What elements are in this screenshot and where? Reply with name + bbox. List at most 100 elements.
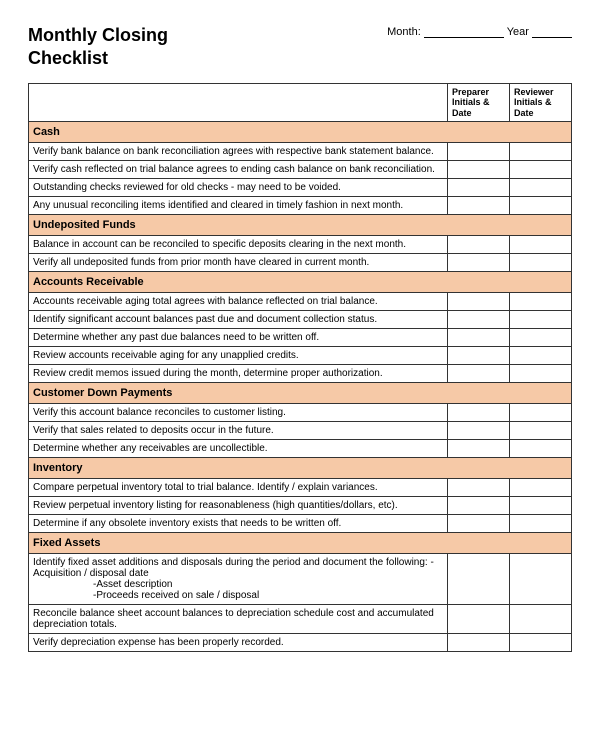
checklist-item-text: Verify all undeposited funds from prior … [29,254,448,272]
reviewer-cell[interactable] [510,179,572,197]
reviewer-cell[interactable] [510,515,572,533]
preparer-cell[interactable] [448,440,510,458]
reviewer-cell[interactable] [510,347,572,365]
checklist-item-row: Verify bank balance on bank reconciliati… [29,143,572,161]
checklist-item-row: Compare perpetual inventory total to tri… [29,479,572,497]
reviewer-cell[interactable] [510,197,572,215]
checklist-item-text: Verify this account balance reconciles t… [29,404,448,422]
title-line-1: Monthly Closing [28,25,168,45]
checklist-item-row: Determine whether any past due balances … [29,329,572,347]
reviewer-cell[interactable] [510,440,572,458]
section-heading: Undeposited Funds [29,215,572,236]
preparer-cell[interactable] [448,311,510,329]
checklist-item-text: Identify significant account balances pa… [29,311,448,329]
checklist-item-text: Any unusual reconciling items identified… [29,197,448,215]
month-input[interactable] [424,26,504,38]
year-label: Year [507,26,529,38]
reviewer-cell[interactable] [510,479,572,497]
checklist-item-row: Identify fixed asset additions and dispo… [29,554,572,605]
checklist-item-row: Accounts receivable aging total agrees w… [29,293,572,311]
section-row: Fixed Assets [29,533,572,554]
checklist-item-text: Verify cash reflected on trial balance a… [29,161,448,179]
reviewer-cell[interactable] [510,254,572,272]
preparer-cell[interactable] [448,293,510,311]
checklist-item-row: Review perpetual inventory listing for r… [29,497,572,515]
table-body: CashVerify bank balance on bank reconcil… [29,122,572,652]
preparer-cell[interactable] [448,329,510,347]
preparer-cell[interactable] [448,143,510,161]
preparer-cell[interactable] [448,422,510,440]
checklist-item-text: Determine whether any receivables are un… [29,440,448,458]
month-label: Month: [387,26,421,38]
reviewer-cell[interactable] [510,422,572,440]
section-row: Accounts Receivable [29,272,572,293]
checklist-item-text: Review perpetual inventory listing for r… [29,497,448,515]
preparer-cell[interactable] [448,236,510,254]
preparer-cell[interactable] [448,634,510,652]
checklist-item-text: Verify depreciation expense has been pro… [29,634,448,652]
preparer-cell[interactable] [448,515,510,533]
reviewer-cell[interactable] [510,605,572,634]
preparer-cell[interactable] [448,497,510,515]
reviewer-cell[interactable] [510,634,572,652]
section-heading: Fixed Assets [29,533,572,554]
checklist-item-text: Accounts receivable aging total agrees w… [29,293,448,311]
table-header-row: Preparer Initials & Date Reviewer Initia… [29,84,572,122]
reviewer-cell[interactable] [510,143,572,161]
checklist-item-row: Determine whether any receivables are un… [29,440,572,458]
reviewer-cell[interactable] [510,236,572,254]
preparer-cell[interactable] [448,404,510,422]
section-heading: Cash [29,122,572,143]
checklist-item-row: Identify significant account balances pa… [29,311,572,329]
checklist-item-text: Balance in account can be reconciled to … [29,236,448,254]
preparer-cell[interactable] [448,179,510,197]
section-heading: Inventory [29,458,572,479]
reviewer-cell[interactable] [510,311,572,329]
title-line-2: Checklist [28,48,108,68]
checklist-item-row: Verify depreciation expense has been pro… [29,634,572,652]
checklist-item-text: Review accounts receivable aging for any… [29,347,448,365]
checklist-item-text: Verify bank balance on bank reconciliati… [29,143,448,161]
year-input[interactable] [532,26,572,38]
checklist-item-row: Outstanding checks reviewed for old chec… [29,179,572,197]
checklist-item-row: Balance in account can be reconciled to … [29,236,572,254]
section-heading: Customer Down Payments [29,383,572,404]
checklist-item-row: Verify cash reflected on trial balance a… [29,161,572,179]
section-row: Inventory [29,458,572,479]
preparer-cell[interactable] [448,347,510,365]
reviewer-cell[interactable] [510,404,572,422]
page-header: Monthly Closing Checklist Month: Year [28,24,572,69]
checklist-item-row: Verify all undeposited funds from prior … [29,254,572,272]
preparer-cell[interactable] [448,605,510,634]
reviewer-cell[interactable] [510,161,572,179]
checklist-item-row: Review credit memos issued during the mo… [29,365,572,383]
preparer-cell[interactable] [448,479,510,497]
checklist-item-text: Identify fixed asset additions and dispo… [29,554,448,605]
checklist-item-text: Outstanding checks reviewed for old chec… [29,179,448,197]
col-header-preparer: Preparer Initials & Date [448,84,510,122]
preparer-cell[interactable] [448,554,510,605]
reviewer-cell[interactable] [510,293,572,311]
section-row: Cash [29,122,572,143]
preparer-cell[interactable] [448,161,510,179]
checklist-item-row: Verify that sales related to deposits oc… [29,422,572,440]
preparer-cell[interactable] [448,365,510,383]
checklist-item-row: Determine if any obsolete inventory exis… [29,515,572,533]
checklist-item-row: Verify this account balance reconciles t… [29,404,572,422]
checklist-item-text: Reconcile balance sheet account balances… [29,605,448,634]
col-header-task [29,84,448,122]
checklist-item-row: Review accounts receivable aging for any… [29,347,572,365]
reviewer-cell[interactable] [510,497,572,515]
checklist-item-text: Determine if any obsolete inventory exis… [29,515,448,533]
preparer-cell[interactable] [448,197,510,215]
checklist-table: Preparer Initials & Date Reviewer Initia… [28,83,572,652]
checklist-item-row: Reconcile balance sheet account balances… [29,605,572,634]
reviewer-cell[interactable] [510,329,572,347]
checklist-item-text: Compare perpetual inventory total to tri… [29,479,448,497]
preparer-cell[interactable] [448,254,510,272]
checklist-item-text: Review credit memos issued during the mo… [29,365,448,383]
reviewer-cell[interactable] [510,365,572,383]
reviewer-cell[interactable] [510,554,572,605]
col-header-reviewer: Reviewer Initials & Date [510,84,572,122]
checklist-item-text: Determine whether any past due balances … [29,329,448,347]
